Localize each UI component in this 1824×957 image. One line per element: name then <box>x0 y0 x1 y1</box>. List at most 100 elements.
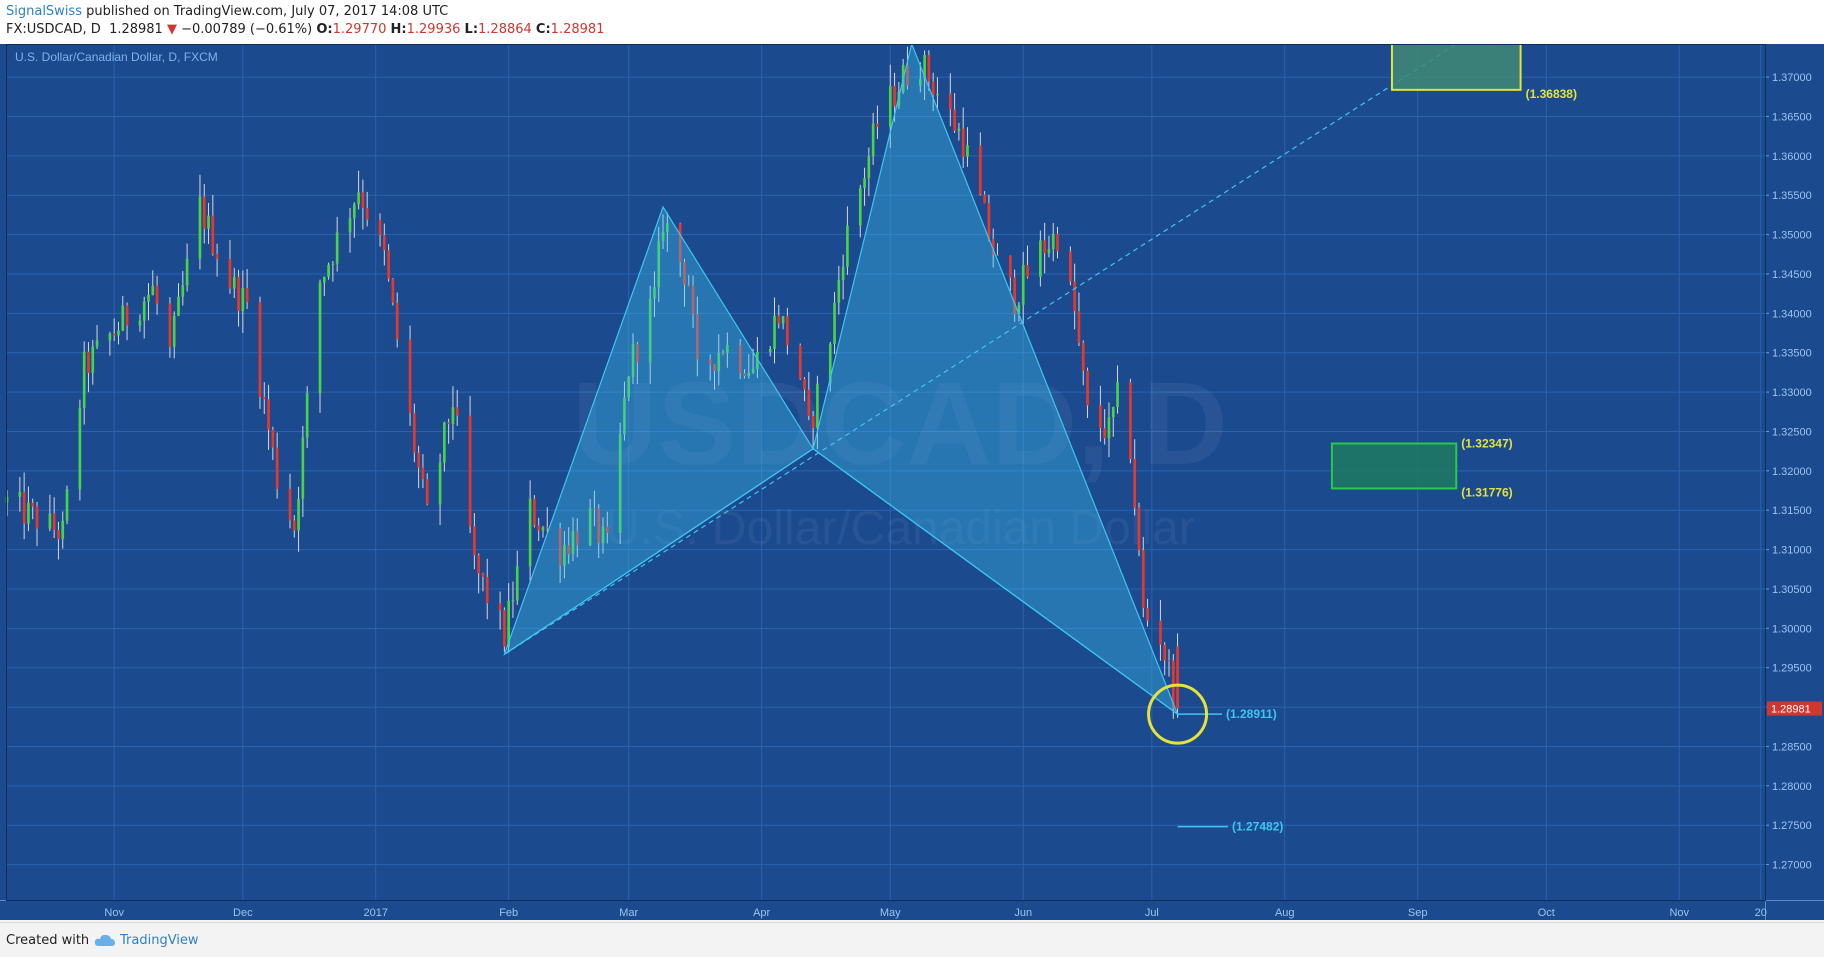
candle-bull <box>241 287 245 312</box>
candle-bear <box>391 278 395 303</box>
harmonic-pattern[interactable] <box>503 42 1457 716</box>
candle-bull <box>138 320 142 326</box>
x-tick-label: Aug <box>1275 907 1295 919</box>
candle-bear <box>876 123 879 127</box>
candle-bull <box>923 55 926 79</box>
candle-bear <box>575 531 579 546</box>
low-value: 1.28864 <box>478 22 532 37</box>
candle-bear <box>112 333 116 336</box>
y-tick-label: 1.31500 <box>1772 505 1812 517</box>
candle-bear <box>275 447 279 489</box>
candle-bull <box>443 422 446 463</box>
candle-bull <box>618 434 622 533</box>
target-zone-green[interactable] <box>1330 442 1458 490</box>
price-chart[interactable]: USDCAD, D U.S. Dollar/Canadian Dollar (1… <box>0 42 1824 920</box>
candle-bull <box>1039 240 1042 277</box>
candle-bear <box>52 513 56 531</box>
candle-bear <box>953 109 956 131</box>
candle-bull <box>117 330 120 336</box>
candle-bear <box>635 344 639 363</box>
candle-bull <box>65 489 69 521</box>
candle-bear <box>777 315 781 324</box>
candle-bear <box>1069 251 1072 282</box>
candle-bear <box>447 422 450 424</box>
candle-bear <box>211 215 215 254</box>
candle-bear <box>378 219 382 236</box>
y-tick-label: 1.33000 <box>1772 387 1812 399</box>
candle-bear <box>1043 240 1046 254</box>
candle-bear <box>473 526 476 556</box>
left-strip <box>0 44 7 920</box>
close-value: 1.28981 <box>550 22 605 37</box>
candle-bear <box>361 192 365 209</box>
candle-bull <box>142 301 146 321</box>
candle-bull <box>768 348 772 353</box>
candle-bull <box>631 344 635 377</box>
publish-text: published on TradingView.com, July 07, 2… <box>86 4 449 19</box>
candle-bear <box>683 262 686 285</box>
candle-bear <box>1026 264 1029 277</box>
candle-bull <box>665 223 669 232</box>
candle-bull <box>541 527 545 531</box>
candle-bull <box>91 346 95 373</box>
candle-bull <box>747 372 751 377</box>
candle-bear <box>228 258 232 289</box>
y-tick-label: 1.30500 <box>1772 584 1812 596</box>
axis-background <box>1765 44 1824 920</box>
symbol-label: FX:USDCAD, D <box>6 22 101 37</box>
candle-bull <box>95 340 99 347</box>
candle-bear <box>927 55 931 82</box>
candle-bear <box>803 378 806 390</box>
candle-bull <box>837 280 841 303</box>
target-zones[interactable] <box>1330 43 1522 490</box>
author-link[interactable]: SignalSwiss <box>6 4 82 19</box>
candle-bull <box>773 315 776 349</box>
candle-bear <box>22 492 26 524</box>
y-tick-label: 1.28000 <box>1772 781 1812 793</box>
high-label: H: <box>390 22 407 37</box>
candle-bear <box>1137 507 1141 551</box>
chart-area[interactable]: USDCAD, D U.S. Dollar/Canadian Dollar (1… <box>0 42 1824 920</box>
tradingview-cloud-icon[interactable] <box>94 933 116 947</box>
close-label: C: <box>535 22 551 37</box>
candle-bull <box>507 600 511 647</box>
candle-bull <box>177 296 180 316</box>
candle-bull <box>957 128 961 131</box>
candle-bear <box>413 413 416 453</box>
candle-bull <box>515 566 519 601</box>
plot-border <box>6 44 1766 901</box>
target-zone-yellow[interactable] <box>1390 43 1522 91</box>
candle-bear <box>987 203 991 239</box>
candle-bear <box>696 314 699 360</box>
candle-bear <box>425 479 429 505</box>
plot-background <box>7 44 1765 900</box>
candle-bull <box>1051 233 1055 250</box>
annotation-label: (1.31776) <box>1461 485 1512 499</box>
watermark-symbol: USDCAD, D <box>572 358 1228 490</box>
candle-bull <box>966 145 969 157</box>
candle-bull <box>151 285 155 295</box>
candle-bear <box>1129 382 1132 460</box>
candle-bear <box>1146 607 1149 621</box>
candle-bear <box>481 573 485 577</box>
candle-bear <box>421 467 425 480</box>
candle-bear <box>288 488 292 521</box>
candle-bear <box>1103 428 1107 439</box>
candle-bull <box>528 498 532 567</box>
candle-bull <box>322 276 326 283</box>
candle-bear <box>906 64 909 86</box>
candle-bear <box>168 303 172 347</box>
annotations: (1.28911) (1.27482) (1.32347) (1.31776) (1.3… <box>1147 87 1577 834</box>
candle-bear <box>811 415 815 429</box>
candle-bull <box>318 282 322 394</box>
candle-bear <box>678 223 682 263</box>
candle-bull <box>918 78 922 86</box>
candle-bear <box>408 339 412 414</box>
candle-bear <box>498 603 502 611</box>
low-label: L: <box>464 22 479 37</box>
candle-bull <box>108 333 112 341</box>
y-tick-label: 1.36000 <box>1772 151 1812 163</box>
tradingview-link[interactable]: TradingView <box>120 933 199 948</box>
candle-bear <box>271 429 275 448</box>
x-tick-label: Oct <box>1538 907 1555 919</box>
